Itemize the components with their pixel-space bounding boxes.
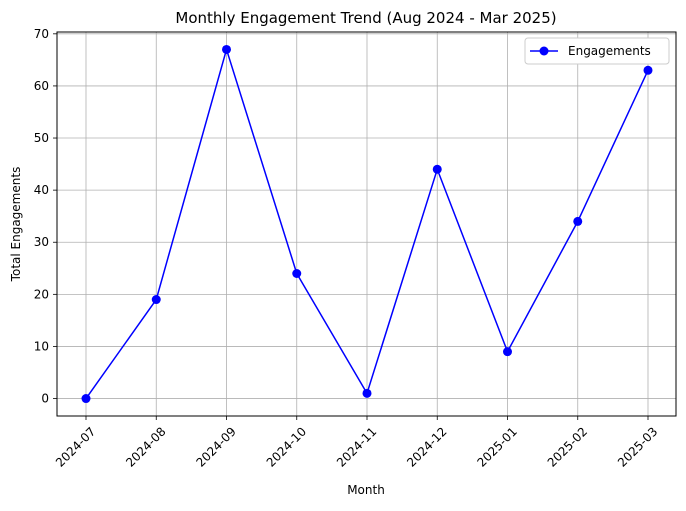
x-tick-label: 2024-11 bbox=[334, 424, 379, 469]
data-point bbox=[151, 295, 161, 305]
grid-lines bbox=[57, 32, 676, 416]
data-point bbox=[503, 347, 512, 357]
x-axis: 2024-07 2024-08 2024-09 2024-10 2024-11 2024-… bbox=[53, 416, 660, 470]
x-tick-label: 2024-09 bbox=[193, 424, 238, 469]
chart-title: Monthly Engagement Trend (Aug 2024 - Mar… bbox=[175, 9, 556, 27]
y-axis-label: Total Engagements bbox=[9, 167, 23, 283]
legend-label: Engagements bbox=[568, 44, 651, 58]
x-tick-label: 2024-10 bbox=[264, 424, 309, 469]
x-axis-label: Month bbox=[347, 483, 385, 497]
data-point bbox=[362, 388, 372, 398]
y-tick-label: 0 bbox=[41, 392, 49, 406]
data-point bbox=[292, 268, 302, 278]
x-tick-label: 2024-08 bbox=[123, 424, 168, 469]
x-tick-label: 2025-01 bbox=[474, 424, 519, 469]
data-point bbox=[643, 65, 653, 75]
data-point bbox=[573, 216, 583, 226]
data-point bbox=[432, 164, 442, 174]
y-tick-label: 60 bbox=[34, 79, 49, 93]
y-axis: 0 10 20 30 40 50 60 70 bbox=[34, 27, 57, 406]
y-tick-label: 70 bbox=[34, 27, 49, 41]
data-point bbox=[81, 394, 91, 404]
y-tick-label: 30 bbox=[34, 235, 49, 249]
plot-frame bbox=[56, 31, 677, 417]
x-tick-label: 2025-03 bbox=[615, 424, 660, 469]
y-tick-label: 10 bbox=[34, 339, 49, 353]
x-tick-label: 2024-07 bbox=[53, 424, 98, 469]
legend-box bbox=[524, 37, 670, 65]
x-tick-label: 2025-02 bbox=[545, 424, 590, 469]
legend-marker-swatch bbox=[539, 46, 549, 56]
series-layer bbox=[81, 44, 653, 404]
y-tick-label: 40 bbox=[34, 183, 49, 197]
data-point bbox=[222, 44, 231, 54]
x-tick-label: 2024-12 bbox=[404, 424, 449, 469]
legend: Engagements bbox=[524, 37, 670, 65]
y-tick-label: 50 bbox=[34, 131, 49, 145]
y-tick-label: 20 bbox=[34, 287, 49, 301]
